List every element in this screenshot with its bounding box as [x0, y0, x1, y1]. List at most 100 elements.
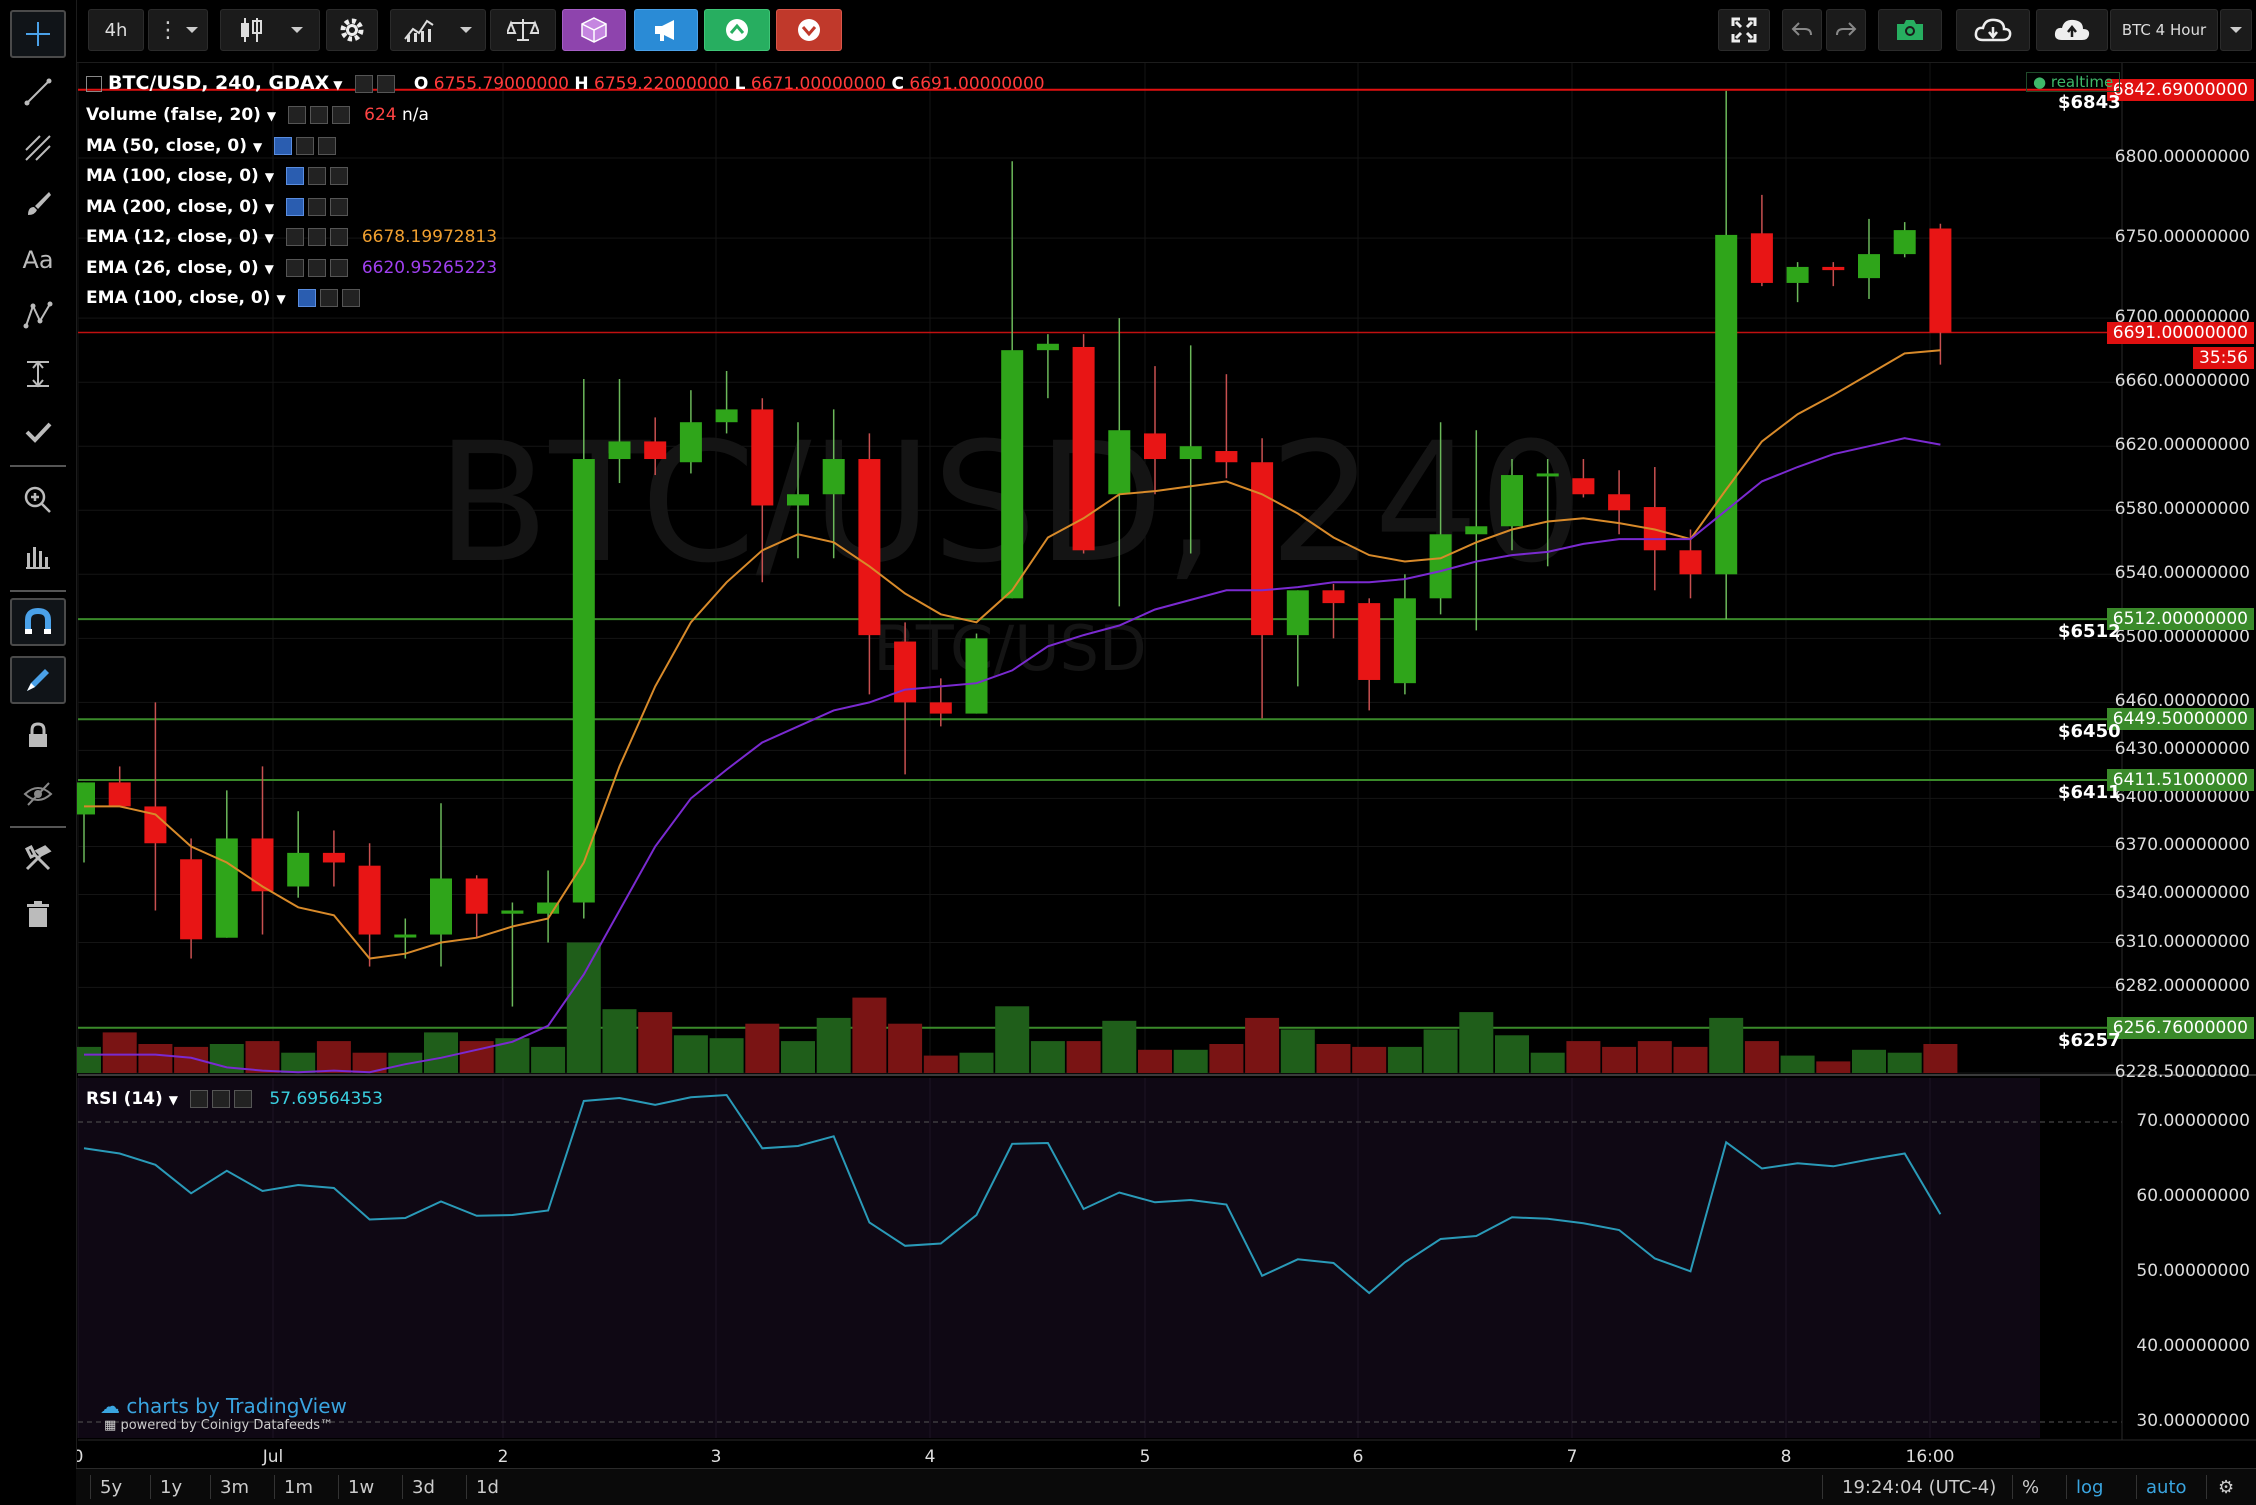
indicator-name[interactable]: MA (200, close, 0)	[86, 196, 259, 217]
horizontal-line-label[interactable]: $6512	[2058, 621, 2121, 643]
indicator-row[interactable]: MA (100, close, 0) ▼	[86, 166, 349, 186]
indicator-name[interactable]: EMA (100, close, 0)	[86, 288, 271, 308]
settings-icon[interactable]	[307, 228, 326, 246]
legend-collapse-icon[interactable]	[86, 76, 102, 92]
tools-settings[interactable]	[10, 834, 66, 882]
rsi-title[interactable]: RSI (14)	[86, 1089, 163, 1109]
settings-icon[interactable]	[212, 1090, 231, 1108]
buy-button[interactable]	[704, 9, 770, 51]
horizontal-lines[interactable]	[78, 88, 2122, 1029]
visibility-icon[interactable]	[274, 136, 293, 155]
redo-button[interactable]	[1826, 9, 1866, 51]
chevron-down-icon[interactable]: ▼	[264, 200, 275, 215]
range-button-1d[interactable]: 1d	[476, 1477, 499, 1498]
undo-button[interactable]	[1782, 9, 1822, 51]
tradingview-branding[interactable]: ☁ charts by TradingView ▦ powered by Coi…	[100, 1394, 347, 1433]
pattern-tool[interactable]	[10, 292, 66, 340]
interval-menu-button[interactable]: ⋮	[148, 9, 208, 51]
range-button-1w[interactable]: 1w	[348, 1477, 375, 1498]
layout-name-button[interactable]: BTC 4 Hour	[2110, 9, 2218, 51]
range-button-3d[interactable]: 3d	[412, 1477, 435, 1498]
close-icon[interactable]	[329, 258, 348, 277]
sell-button[interactable]	[776, 9, 842, 51]
price-axis[interactable]: 6800.00000000 6750.00000000 6700.00000000 6…	[2106, 62, 2256, 1440]
indicator-row[interactable]: EMA (100, close, 0) ▼	[86, 288, 360, 308]
gear-icon[interactable]: ⚙	[2218, 1477, 2235, 1498]
rsi-legend[interactable]: RSI (14) ▼ 57.69564353	[86, 1089, 383, 1109]
indicator-name[interactable]: EMA (26, close, 0)	[86, 257, 259, 278]
settings-icon[interactable]	[376, 75, 395, 93]
branding-line1[interactable]: ☁ charts by TradingView	[100, 1394, 347, 1418]
lock-tool[interactable]	[10, 712, 66, 760]
visibility-icon[interactable]	[286, 167, 305, 185]
zoom-tool[interactable]	[10, 476, 66, 524]
clock-display[interactable]: 19:24:04 (UTC-4)	[1842, 1477, 1997, 1498]
chevron-down-icon[interactable]: ▼	[253, 139, 263, 154]
load-layout-button[interactable]	[1956, 9, 2030, 51]
indicator-row[interactable]: MA (200, close, 0) ▼	[86, 196, 349, 217]
horizontal-line-label[interactable]: $6257	[2058, 1029, 2121, 1051]
settings-icon[interactable]	[307, 258, 326, 277]
visibility-icon[interactable]	[354, 75, 373, 93]
range-button-5y[interactable]: 5y	[100, 1477, 123, 1498]
close-icon[interactable]	[234, 1090, 253, 1108]
chevron-down-icon[interactable]: ▼	[333, 78, 343, 92]
indicator-row[interactable]: Volume (false, 20) ▼ 624 n/a	[86, 105, 429, 125]
symbol-title[interactable]: BTC/USD, 240, GDAX	[108, 72, 330, 94]
close-icon[interactable]	[330, 167, 349, 185]
layout-menu-button[interactable]	[2220, 9, 2252, 51]
chevron-down-icon[interactable]: ▼	[264, 170, 275, 184]
time-axis[interactable]: 0 Jul 2 3 4 5 6 7 8 16:00	[73, 1447, 1955, 1467]
indicator-row[interactable]: MA (50, close, 0) ▼	[86, 135, 337, 156]
auto-scale-toggle[interactable]: auto	[2146, 1477, 2187, 1498]
close-icon[interactable]	[329, 228, 348, 246]
settings-icon[interactable]	[308, 197, 327, 216]
indicator-name[interactable]: MA (50, close, 0)	[86, 135, 248, 156]
settings-icon[interactable]	[319, 289, 338, 307]
log-scale-toggle[interactable]: log	[2076, 1477, 2104, 1498]
brush-tool[interactable]	[10, 180, 66, 228]
legend-header[interactable]: BTC/USD, 240, GDAX ▼ O 6755.79000000 H 67…	[86, 72, 1045, 94]
settings-icon[interactable]	[296, 136, 315, 155]
remove-drawings-tool[interactable]	[10, 890, 66, 938]
text-tool[interactable]: Aa	[22, 246, 54, 274]
checkmark-tool[interactable]	[10, 408, 66, 456]
announce-button[interactable]	[634, 9, 698, 51]
indicator-row[interactable]: EMA (12, close, 0) ▼ 6678.19972813	[86, 227, 497, 247]
indicator-name[interactable]: EMA (12, close, 0)	[86, 227, 259, 247]
indicators-button[interactable]	[390, 9, 486, 51]
trendline-tool[interactable]	[10, 68, 66, 116]
range-button-1m[interactable]: 1m	[284, 1477, 313, 1498]
chevron-down-icon[interactable]: ▼	[266, 109, 277, 123]
fib-tool[interactable]	[10, 124, 66, 172]
indicator-name[interactable]: Volume (false, 20)	[86, 105, 261, 125]
horizontal-line-label[interactable]: $6843	[2058, 91, 2121, 113]
chevron-down-icon[interactable]: ▼	[264, 231, 274, 245]
percent-scale-toggle[interactable]: %	[2022, 1477, 2040, 1498]
cube-button[interactable]	[562, 9, 626, 51]
compare-button[interactable]	[490, 9, 556, 51]
close-icon[interactable]	[330, 197, 349, 216]
settings-button[interactable]	[326, 9, 378, 51]
visibility-icon[interactable]	[285, 258, 304, 277]
chevron-down-icon[interactable]: ▼	[264, 261, 274, 276]
visibility-icon[interactable]	[190, 1090, 209, 1108]
visibility-icon[interactable]	[288, 106, 307, 124]
chart-type-button[interactable]	[220, 9, 320, 51]
hide-drawings-tool[interactable]	[10, 770, 66, 818]
measure-tool[interactable]	[10, 350, 66, 398]
stay-in-drawing-tool[interactable]	[10, 656, 66, 704]
close-icon[interactable]	[318, 136, 337, 155]
close-icon[interactable]	[341, 289, 360, 307]
close-icon[interactable]	[332, 106, 351, 124]
save-layout-button[interactable]	[2036, 9, 2108, 51]
range-button-3m[interactable]: 3m	[220, 1477, 249, 1498]
volume-profile-tool[interactable]	[10, 532, 66, 580]
chevron-down-icon[interactable]: ▼	[168, 1093, 179, 1107]
crosshair-tool[interactable]	[10, 10, 66, 58]
range-button-1y[interactable]: 1y	[160, 1477, 183, 1498]
settings-icon[interactable]	[310, 106, 329, 124]
horizontal-line-label[interactable]: $6450	[2058, 721, 2121, 743]
chevron-down-icon[interactable]: ▼	[276, 292, 286, 306]
